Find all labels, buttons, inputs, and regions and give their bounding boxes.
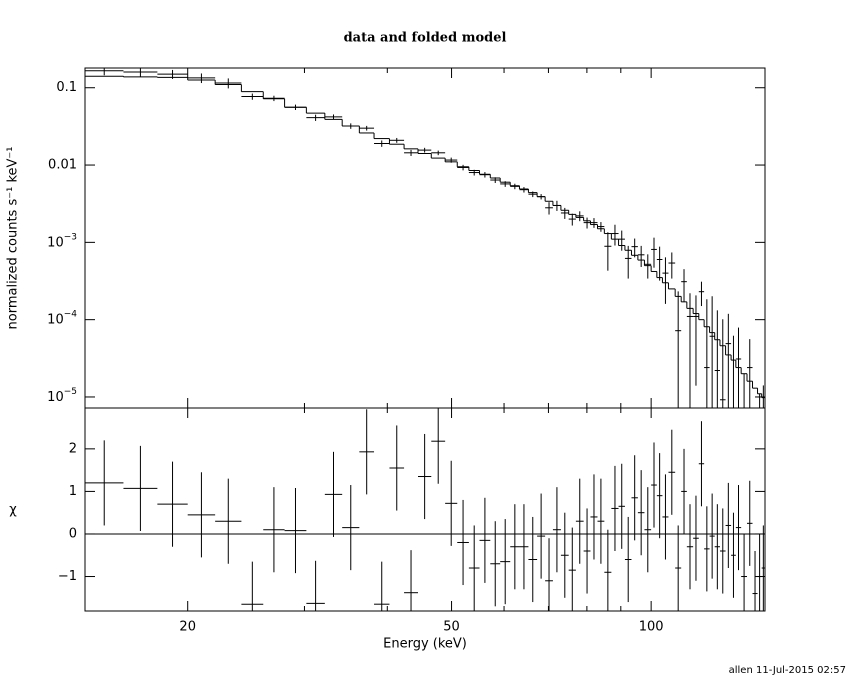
y-tick-label: 0.1: [56, 80, 77, 95]
y-tick-label: −1: [58, 569, 77, 584]
y-tick-label: 10−5: [47, 386, 77, 404]
tick-exponent: −3: [64, 232, 77, 242]
y-tick-label: 0.01: [48, 158, 77, 173]
x-tick-label: 20: [179, 620, 196, 635]
y-tick-label: 10−3: [47, 232, 77, 250]
x-tick-label: 50: [443, 620, 460, 635]
tick-base: 10: [47, 389, 64, 404]
y-tick-label: 1: [69, 484, 77, 499]
residual-panel: [85, 408, 765, 611]
footer: allen 11-Jul-2015 02:57: [729, 665, 846, 676]
x-tick-label: 100: [639, 620, 664, 635]
y-tick-label: 0: [69, 526, 77, 541]
x-axis-label: Energy (keV): [383, 637, 467, 652]
y-tick-label: 10−4: [47, 309, 77, 327]
tick-base: 10: [47, 312, 64, 327]
tick-exponent: −5: [64, 386, 77, 396]
tick-base: 10: [47, 235, 64, 250]
top-frame: [84, 67, 766, 409]
spectrum-panel: [85, 68, 765, 408]
y-tick-label: 2: [69, 441, 77, 456]
chi-axis-label: χ: [9, 503, 17, 518]
bottom-frame: [84, 407, 766, 612]
chart-title: data and folded model: [344, 31, 507, 46]
tick-exponent: −4: [64, 309, 78, 319]
y-axis-label: normalized counts s⁻¹ keV⁻¹: [6, 147, 21, 330]
